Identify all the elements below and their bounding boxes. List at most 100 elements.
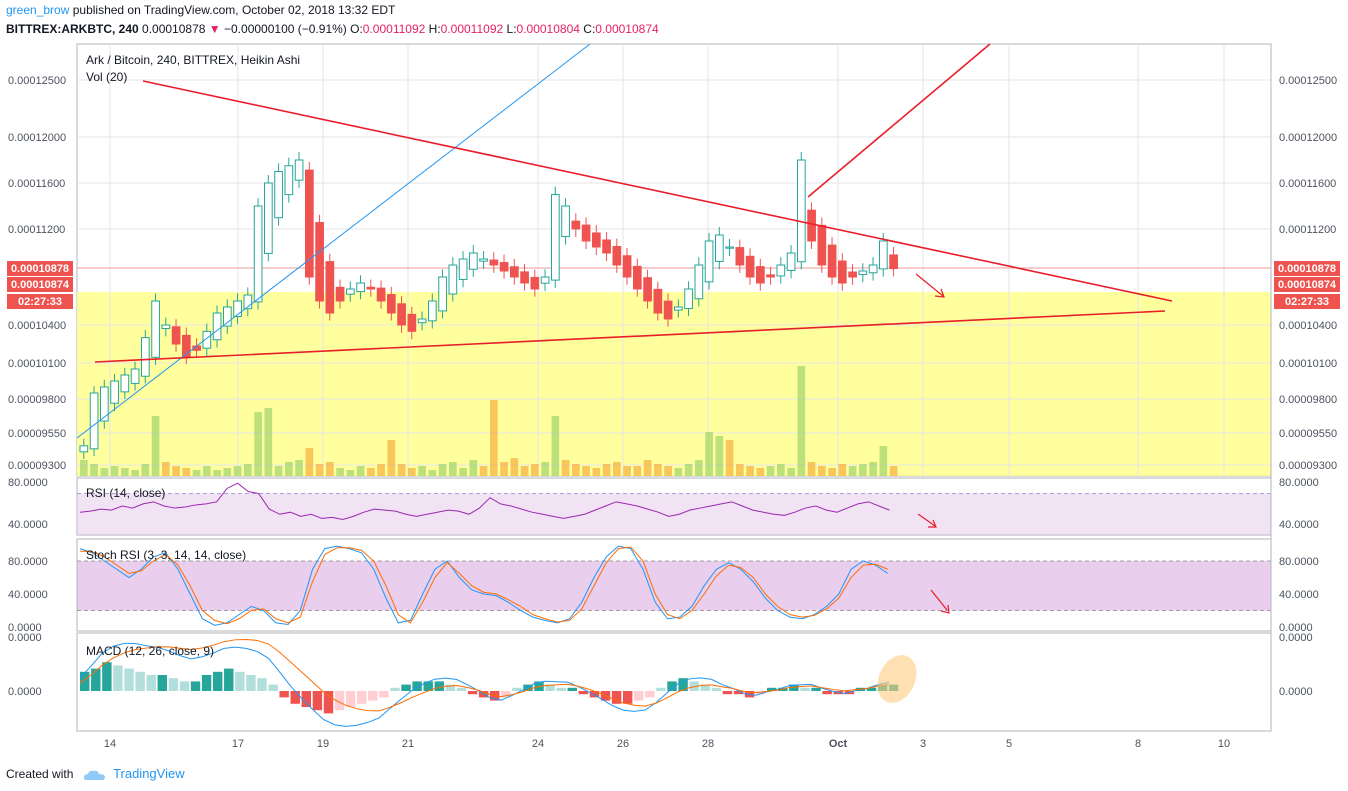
volume-bar — [613, 462, 621, 476]
volume-bar — [305, 448, 314, 476]
price-tick-left: 0.00011200 — [8, 224, 65, 236]
stoch-arrow-head-icon — [940, 604, 950, 614]
price-badge-right-text: 0.00010878 — [1278, 263, 1336, 275]
volume-bar — [807, 462, 816, 476]
rsi-pane[interactable]: 80.0000 80.0000 40.0000 40.0000 RSI (14, clo… — [8, 477, 1319, 536]
rsi-title: RSI (14, close) — [86, 486, 165, 500]
macd-hist-bar — [800, 687, 810, 691]
macd-hist-bar — [312, 691, 323, 711]
price-tick-left: 0.00010100 — [8, 358, 66, 370]
price-tick-right: 0.00012000 — [1279, 132, 1337, 144]
macd-hist-bar — [711, 687, 722, 691]
price-badge-right — [1274, 294, 1340, 309]
candle-body — [684, 288, 693, 310]
macd-hist-bar — [290, 691, 300, 704]
volume-bar — [162, 462, 170, 476]
open-label: O: — [350, 22, 363, 36]
low-label: L: — [506, 22, 517, 36]
volume-bar — [274, 466, 283, 476]
volume-bar — [459, 468, 467, 476]
time-tick-label: 5 — [1006, 738, 1012, 750]
volume-bar — [490, 400, 498, 476]
macd-hist-bar — [722, 691, 733, 695]
candle-body — [520, 271, 529, 284]
candle-body — [120, 374, 130, 393]
candle-body — [469, 252, 478, 270]
volume-bar — [838, 464, 847, 476]
stoch-rsi-pane[interactable]: 80.0000 80.0000 40.0000 40.0000 0.0000 0.0000… — [8, 538, 1319, 634]
macd-tick-left: 0.0000 — [8, 686, 42, 698]
candle-body — [868, 264, 878, 274]
candle-body — [756, 266, 765, 284]
macd-tick-left: 0.0000 — [8, 632, 42, 644]
time-tick-label: Oct — [829, 738, 848, 750]
volume-bar — [746, 466, 754, 476]
close-value: 0.00010874 — [595, 22, 659, 36]
high-value: 0.00011092 — [440, 22, 504, 36]
volume-bar — [695, 460, 703, 476]
candle-body — [602, 239, 611, 254]
macd-hist-bar — [124, 668, 134, 691]
candle-body — [202, 330, 212, 349]
macd-hist-bar — [700, 684, 710, 691]
candle-body — [694, 264, 704, 300]
volume-bar — [705, 432, 713, 476]
price-tick-left: 0.00009800 — [8, 394, 66, 406]
macd-hist-bar — [534, 681, 544, 691]
volume-bar — [285, 462, 293, 476]
volume-bar — [356, 466, 365, 476]
volume-bar — [121, 468, 129, 476]
macd-tick-right: 0.0000 — [1279, 632, 1313, 644]
macd-pane[interactable]: 0.0000 0.0000 0.0000 0.0000 MACD (12, 26, cl… — [8, 632, 1313, 732]
stoch-arrow-line — [930, 589, 948, 611]
candle-body — [479, 258, 488, 262]
volume-bar — [141, 464, 150, 476]
volume-bar — [346, 470, 355, 476]
candle-body — [182, 334, 191, 358]
volume-bar — [408, 468, 416, 476]
volume-bar — [90, 464, 98, 476]
candle-body — [325, 261, 335, 314]
author-link[interactable]: green_brow — [6, 3, 70, 17]
stoch-band — [77, 561, 1271, 611]
candle-body — [807, 209, 816, 242]
candle-body — [786, 252, 796, 271]
price-badge-left — [7, 261, 73, 276]
volume-bar — [315, 464, 324, 476]
candle-body — [89, 392, 99, 450]
volume-bar — [561, 460, 570, 476]
volume-bar — [367, 468, 375, 476]
candle-body — [827, 244, 837, 278]
macd-hist-bar — [578, 691, 589, 695]
volume-bar — [233, 466, 242, 476]
price-tick-right: 0.00010400 — [1279, 320, 1337, 332]
candle-body — [612, 245, 622, 266]
candle-body — [622, 255, 632, 278]
price-pane[interactable]: 0.00012500 0.00012500 0.00012000 0.00012000… — [7, 43, 1340, 477]
macd-hist-bar — [224, 668, 234, 691]
candle-body — [510, 266, 519, 278]
stoch-tick-left: 80.0000 — [8, 556, 48, 568]
macd-hist-bar — [656, 687, 666, 691]
volume-bar — [438, 464, 447, 476]
rsi-tick-right: 40.0000 — [1279, 519, 1319, 531]
candle-body — [838, 260, 847, 284]
stoch-tick-right: 0.0000 — [1279, 622, 1313, 634]
publish-text: published on TradingView.com, October 02… — [72, 3, 396, 17]
macd-hist-bar — [345, 691, 356, 707]
candle-body — [438, 276, 447, 312]
macd-hist-bar — [201, 675, 212, 691]
stoch-d-line — [79, 546, 888, 625]
tradingview-link[interactable]: TradingView — [113, 766, 185, 781]
rsi-arrow-line — [917, 513, 936, 527]
candle-body — [305, 169, 314, 278]
volume-bar — [766, 466, 775, 476]
stoch-tick-right: 40.0000 — [1279, 589, 1319, 601]
time-axis[interactable]: 14 17 19 21 24 26 28 Oct 3 5 8 10 — [77, 44, 1272, 750]
time-tick-label: 26 — [617, 738, 629, 750]
macd-hist-bar — [357, 691, 367, 704]
high-label: H: — [428, 22, 441, 36]
candle-body — [397, 303, 406, 326]
volume-bar — [531, 464, 539, 476]
